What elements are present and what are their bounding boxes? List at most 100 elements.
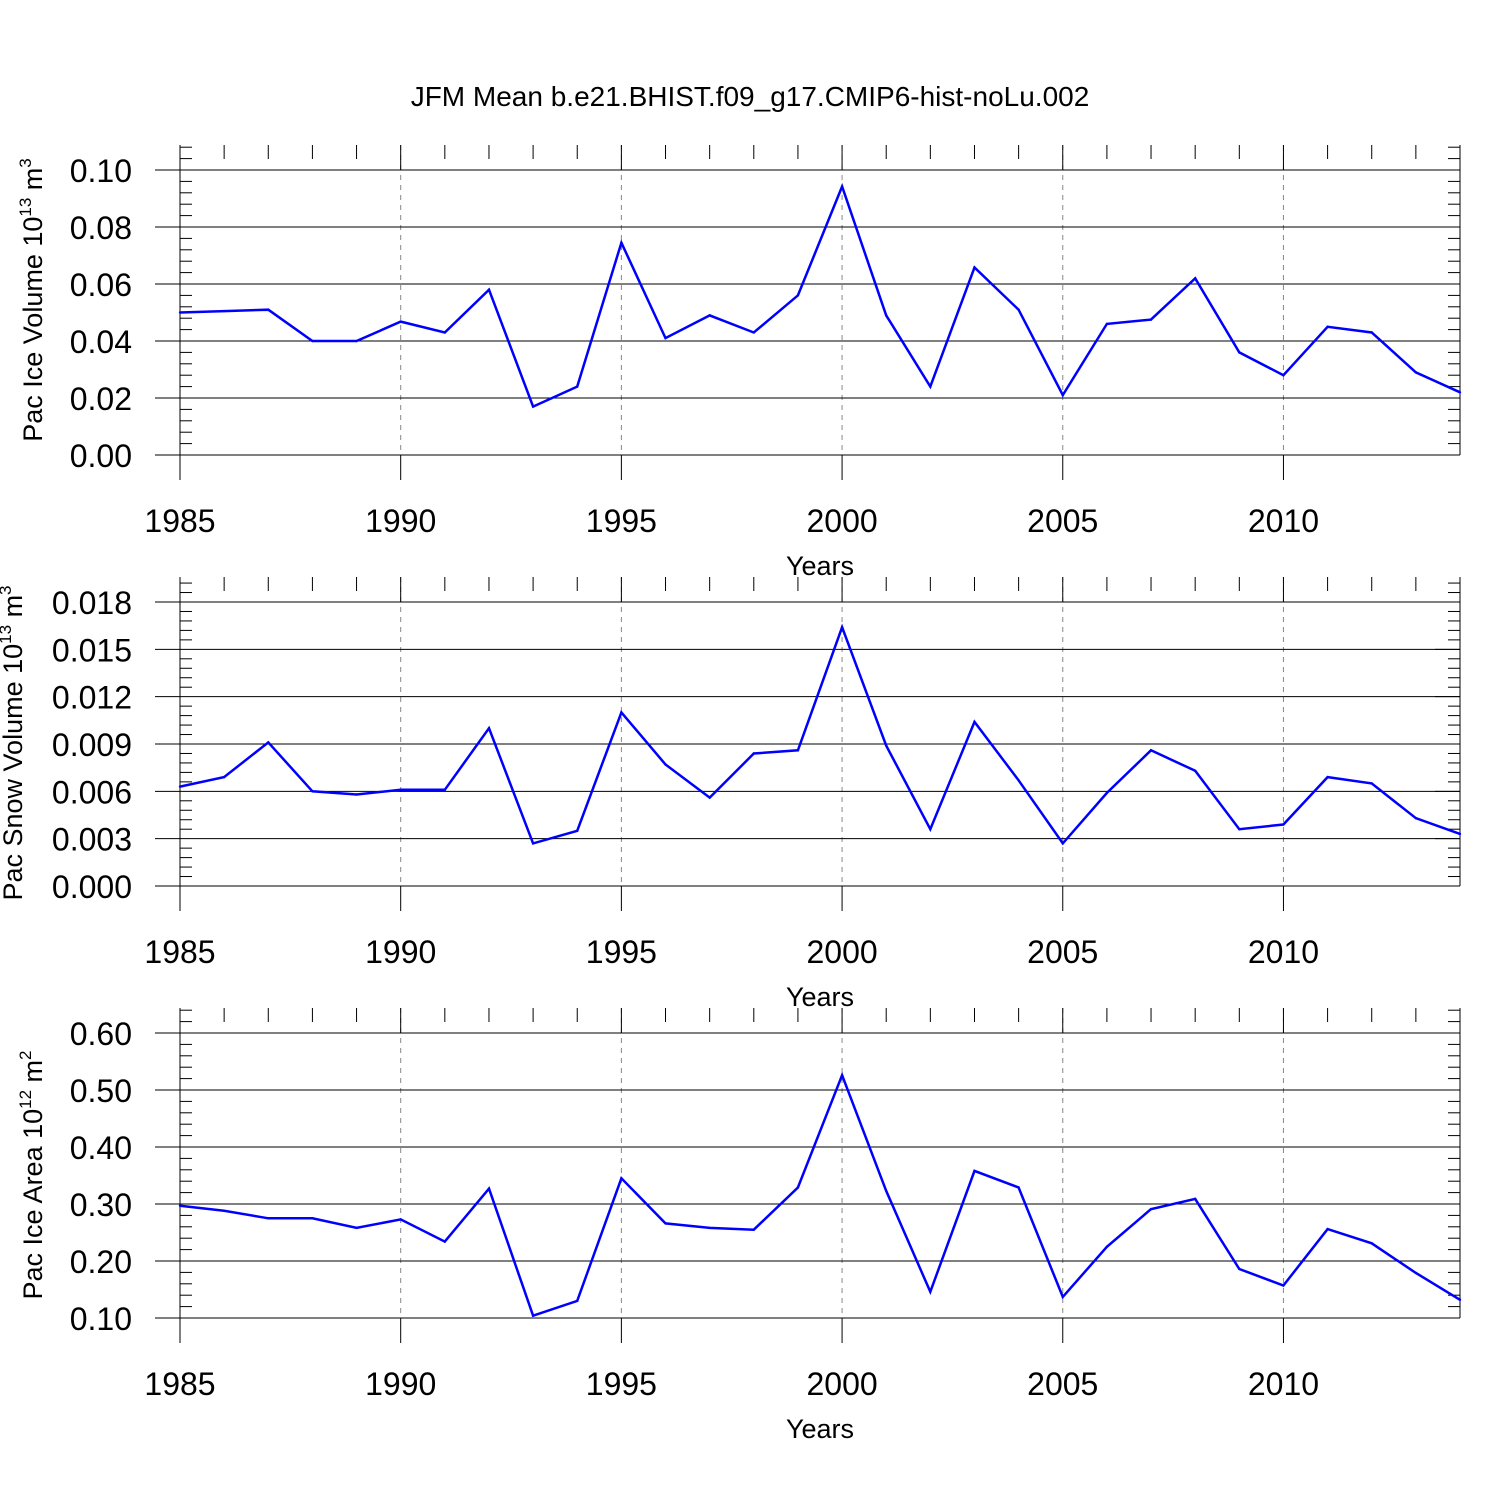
y-axis-label-unit-exponent: 2	[16, 1050, 35, 1059]
data-point	[929, 828, 932, 831]
y-tick-label: 0.000	[52, 869, 132, 905]
data-point	[222, 775, 226, 779]
data-point	[973, 266, 976, 269]
data-point	[885, 314, 888, 317]
data-point	[840, 626, 844, 629]
data-point	[620, 711, 623, 714]
data-point	[973, 720, 976, 724]
x-tick-label: 1985	[144, 1366, 215, 1402]
data-point	[664, 336, 667, 340]
data-point	[929, 1290, 932, 1293]
data-point	[178, 785, 182, 788]
data-point	[1326, 1227, 1329, 1231]
data-point	[443, 1240, 447, 1243]
x-tick-label: 1995	[586, 934, 657, 970]
data-point	[1238, 828, 1241, 831]
data-point	[752, 1228, 755, 1231]
data-point	[840, 1073, 844, 1077]
x-tick-label: 1985	[144, 503, 215, 539]
y-tick-label: 0.30	[70, 1187, 132, 1223]
data-point	[576, 829, 579, 832]
x-tick-label: 2010	[1248, 934, 1319, 970]
data-point	[1193, 1197, 1197, 1201]
y-tick-label: 0.006	[52, 774, 132, 810]
y-axis-label-unit: m	[0, 595, 28, 625]
y-tick-label: 0.009	[52, 727, 132, 763]
data-point	[355, 1226, 358, 1230]
y-tick-label: 0.40	[70, 1130, 132, 1166]
series-line	[179, 623, 1461, 846]
figure-title: JFM Mean b.e21.BHIST.f09_g17.CMIP6-hist-…	[411, 81, 1090, 112]
y-tick-label: 0.06	[70, 267, 132, 303]
data-point	[399, 1218, 402, 1221]
data-point	[708, 1226, 711, 1230]
x-axis-label: Years	[786, 982, 854, 1012]
data-point	[267, 1217, 270, 1220]
x-tick-label: 2000	[806, 1366, 877, 1402]
x-axis-label: Years	[786, 551, 854, 581]
x-tick-label: 2010	[1248, 503, 1319, 539]
data-point	[885, 744, 888, 747]
data-point	[620, 241, 623, 244]
data-point	[222, 309, 226, 313]
x-tick-label: 1990	[365, 934, 436, 970]
y-axis-label-text: Pac Snow Volume 10	[0, 644, 28, 901]
data-point	[1193, 769, 1197, 773]
data-point	[576, 385, 579, 388]
data-point	[1017, 779, 1020, 782]
y-tick-label: 0.015	[52, 632, 132, 668]
data-point	[1017, 1186, 1020, 1189]
x-tick-label: 2000	[806, 503, 877, 539]
data-point	[1193, 277, 1197, 280]
data-point	[178, 1204, 182, 1207]
data-point	[1414, 816, 1418, 820]
y-tick-label: 0.08	[70, 210, 132, 246]
y-tick-label: 0.10	[70, 1301, 132, 1337]
data-point	[399, 320, 402, 323]
y-axis-label: Pac Ice Area 1012 m2	[16, 1050, 48, 1299]
data-point	[487, 1187, 491, 1190]
y-tick-label: 0.003	[52, 822, 132, 858]
y-axis-label-unit-exponent: 3	[0, 585, 15, 594]
data-point	[1326, 325, 1329, 328]
data-point	[1105, 322, 1109, 326]
data-point	[752, 331, 755, 334]
data-point	[222, 1209, 226, 1213]
data-point	[708, 314, 711, 317]
data-point	[1370, 1242, 1373, 1245]
data-point	[1149, 749, 1153, 752]
data-point	[1105, 1245, 1109, 1248]
data-point	[1149, 1207, 1153, 1211]
data-point	[487, 288, 491, 291]
data-point	[1370, 331, 1373, 334]
y-axis-label-text: Pac Ice Area 10	[18, 1109, 48, 1300]
data-point	[752, 752, 755, 755]
data-point	[311, 790, 314, 793]
data-point	[1061, 393, 1064, 397]
y-tick-label: 0.00	[70, 438, 132, 474]
data-point	[487, 727, 491, 730]
data-point	[708, 796, 711, 799]
data-point	[531, 842, 535, 845]
data-point	[1326, 775, 1329, 779]
data-point	[178, 311, 182, 314]
data-point	[576, 1299, 579, 1303]
y-axis-label-unit-exponent: 3	[16, 158, 35, 167]
data-point	[1238, 1267, 1241, 1271]
y-axis-label-exponent: 12	[16, 1090, 35, 1109]
data-point	[1414, 1271, 1418, 1275]
data-point	[973, 1169, 976, 1173]
y-axis-label-exponent: 13	[16, 198, 35, 217]
data-point	[1238, 351, 1241, 354]
data-point	[443, 788, 447, 791]
data-point	[267, 308, 270, 311]
y-tick-label: 0.20	[70, 1244, 132, 1280]
data-point	[885, 1189, 888, 1193]
y-tick-label: 0.60	[70, 1016, 132, 1052]
data-point	[355, 793, 358, 796]
data-point	[311, 339, 314, 343]
data-point	[1282, 374, 1285, 377]
data-point	[664, 1222, 667, 1225]
data-point	[311, 1217, 314, 1220]
